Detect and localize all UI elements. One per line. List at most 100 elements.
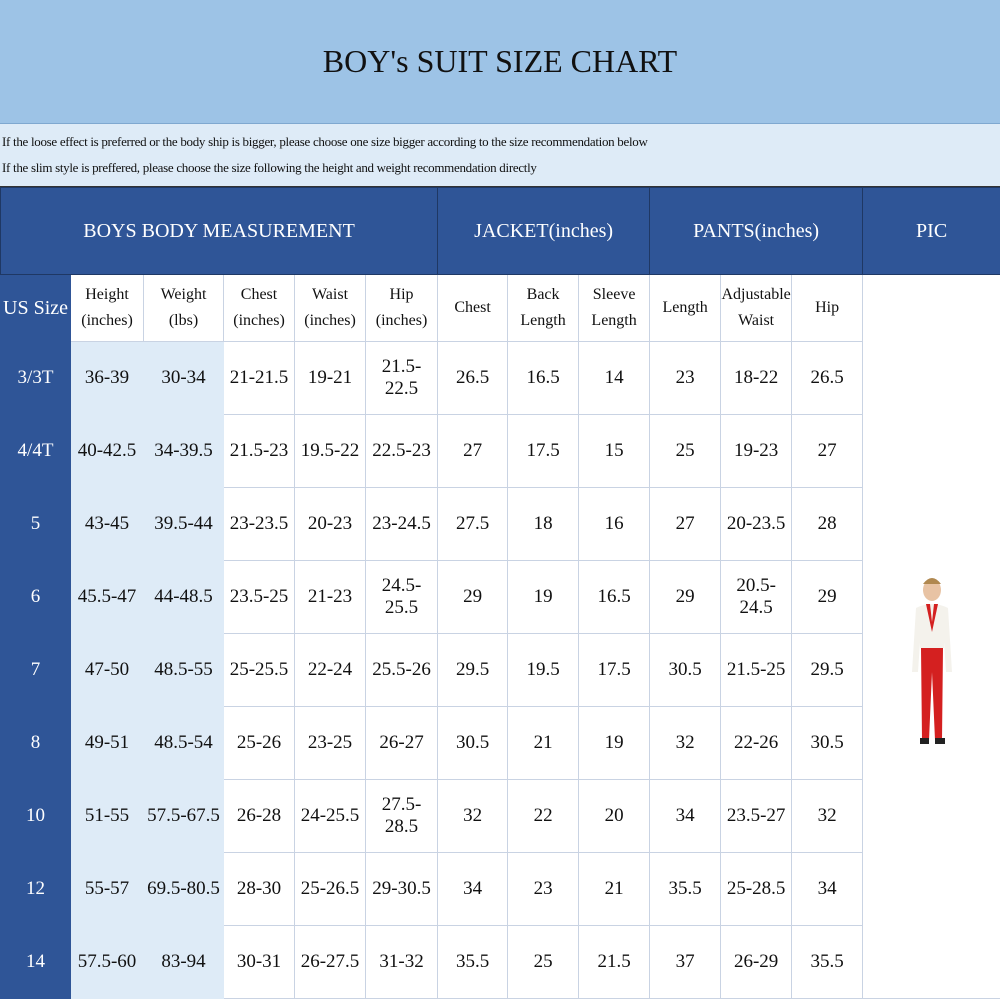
table-cell: 69.5-80.5 bbox=[143, 852, 224, 926]
table-cell: 26.5 bbox=[791, 341, 864, 415]
table-cell: 21-21.5 bbox=[223, 341, 295, 415]
size-cell: 5 bbox=[0, 487, 71, 561]
table-cell: 31-32 bbox=[364, 925, 439, 999]
column-header: Waist (inches) bbox=[294, 274, 366, 342]
size-cell: 6 bbox=[0, 560, 71, 634]
table-cell: 21.5-22.5 bbox=[364, 341, 439, 415]
table-cell: 26-27 bbox=[364, 706, 439, 780]
column-header: Length bbox=[649, 274, 722, 342]
table-cell: 49-51 bbox=[70, 706, 144, 780]
table-cell: 19.5-22 bbox=[294, 414, 366, 488]
notes: If the loose effect is preferred or the … bbox=[0, 124, 1000, 187]
table-cell: 25.5-26 bbox=[364, 633, 439, 707]
table-cell: 25-26.5 bbox=[294, 852, 366, 926]
column-header-text: Adjustable bbox=[721, 286, 791, 303]
column-header: Back Length bbox=[507, 274, 580, 342]
table-cell: 83-94 bbox=[143, 925, 224, 999]
table-cell: 26-27.5 bbox=[294, 925, 366, 999]
table-cell: 57.5-67.5 bbox=[143, 779, 224, 853]
table-cell: 55-57 bbox=[70, 852, 144, 926]
table-cell: 27 bbox=[649, 487, 722, 561]
table-row: 14 57.5-60 83-94 30-31 26-27.5 31-32 35.5 25 21.… bbox=[0, 925, 1000, 999]
table-row: 10 51-55 57.5-67.5 26-28 24-25.5 27.5-28.5 32 2… bbox=[0, 779, 1000, 853]
table-row: 7 47-50 48.5-55 25-25.5 22-24 25.5-26 29.5 19.5… bbox=[0, 633, 1000, 707]
table-cell: 18 bbox=[507, 487, 580, 561]
note-slim: If the slim style is preffered, please c… bbox=[2, 160, 537, 175]
column-header-text: (inches) bbox=[81, 312, 133, 329]
table-cell: 40-42.5 bbox=[70, 414, 144, 488]
table-cell: 24.5-25.5 bbox=[364, 560, 439, 634]
size-cell: 8 bbox=[0, 706, 71, 780]
table-cell: 34 bbox=[649, 779, 722, 853]
group-body-measurement: BOYS BODY MEASUREMENT bbox=[0, 187, 439, 275]
table-cell: 30.5 bbox=[437, 706, 509, 780]
table-row: 6 45.5-47 44-48.5 23.5-25 21-23 24.5-25.5 29 19… bbox=[0, 560, 1000, 634]
table-cell: 32 bbox=[649, 706, 722, 780]
table-cell: 16.5 bbox=[578, 560, 651, 634]
table-cell: 21.5-25 bbox=[720, 633, 793, 707]
column-header: US Size bbox=[0, 274, 71, 342]
size-chart-table: BOYS BODY MEASUREMENT JACKET(inches) PAN… bbox=[0, 187, 1000, 999]
table-cell: 30-34 bbox=[143, 341, 224, 415]
page-title: BOY's SUIT SIZE CHART bbox=[0, 0, 1000, 124]
table-cell: 25-28.5 bbox=[720, 852, 793, 926]
table-cell: 19.5 bbox=[507, 633, 580, 707]
table-cell: 35.5 bbox=[649, 852, 722, 926]
column-header-text: Hip bbox=[815, 299, 840, 316]
table-cell: 34-39.5 bbox=[143, 414, 224, 488]
table-cell: 48.5-55 bbox=[143, 633, 224, 707]
column-header-text: (inches) bbox=[233, 312, 285, 329]
note-loose: If the loose effect is preferred or the … bbox=[2, 134, 648, 149]
table-cell: 25-26 bbox=[223, 706, 295, 780]
table-cell: 17.5 bbox=[578, 633, 651, 707]
size-cell: 10 bbox=[0, 779, 71, 853]
table-row: 12 55-57 69.5-80.5 28-30 25-26.5 29-30.5 34 23 2… bbox=[0, 852, 1000, 926]
table-cell: 22-24 bbox=[294, 633, 366, 707]
table-cell: 27.5 bbox=[437, 487, 509, 561]
table-cell: 34 bbox=[791, 852, 864, 926]
table-row: 5 43-45 39.5-44 23-23.5 20-23 23-24.5 27.5 18 16… bbox=[0, 487, 1000, 561]
table-row: 8 49-51 48.5-54 25-26 23-25 26-27 30.5 21 19 32 22… bbox=[0, 706, 1000, 780]
table-cell: 48.5-54 bbox=[143, 706, 224, 780]
column-header: Adjustable Waist bbox=[720, 274, 793, 342]
product-picture bbox=[862, 274, 1000, 999]
table-cell: 28-30 bbox=[223, 852, 295, 926]
table-cell: 27 bbox=[791, 414, 864, 488]
table-cell: 25-25.5 bbox=[223, 633, 295, 707]
group-pants: PANTS(inches) bbox=[649, 187, 864, 275]
column-header: Height (inches) bbox=[70, 274, 144, 342]
column-header: Hip (inches) bbox=[364, 274, 439, 342]
column-header-text: (inches) bbox=[304, 312, 356, 329]
table-cell: 27 bbox=[437, 414, 509, 488]
table-cell: 21.5-23 bbox=[223, 414, 295, 488]
table-cell: 30.5 bbox=[791, 706, 864, 780]
table-cell: 20.5-24.5 bbox=[720, 560, 793, 634]
table-cell: 26-28 bbox=[223, 779, 295, 853]
table-cell: 29 bbox=[649, 560, 722, 634]
table-cell: 39.5-44 bbox=[143, 487, 224, 561]
column-header-text: Waist bbox=[311, 286, 349, 303]
group-jacket: JACKET(inches) bbox=[437, 187, 651, 275]
size-cell: 4/4T bbox=[0, 414, 71, 488]
table-cell: 23.5-25 bbox=[223, 560, 295, 634]
size-cell: 12 bbox=[0, 852, 71, 926]
column-header-text: Back bbox=[526, 286, 560, 303]
table-cell: 21.5 bbox=[578, 925, 651, 999]
table-cell: 20 bbox=[578, 779, 651, 853]
table-cell: 43-45 bbox=[70, 487, 144, 561]
table-cell: 29.5 bbox=[437, 633, 509, 707]
table-cell: 20-23.5 bbox=[720, 487, 793, 561]
table-cell: 21-23 bbox=[294, 560, 366, 634]
table-cell: 36-39 bbox=[70, 341, 144, 415]
table-cell: 21 bbox=[507, 706, 580, 780]
table-row: 3/3T 36-39 30-34 21-21.5 19-21 21.5-22.5 26.5 1… bbox=[0, 341, 1000, 415]
table-cell: 51-55 bbox=[70, 779, 144, 853]
table-cell: 34 bbox=[437, 852, 509, 926]
column-header-text: Length bbox=[591, 312, 637, 329]
column-header-text: Length bbox=[662, 299, 708, 316]
table-cell: 30-31 bbox=[223, 925, 295, 999]
table-cell: 14 bbox=[578, 341, 651, 415]
table-cell: 57.5-60 bbox=[70, 925, 144, 999]
table-cell: 32 bbox=[437, 779, 509, 853]
table-cell: 29-30.5 bbox=[364, 852, 439, 926]
